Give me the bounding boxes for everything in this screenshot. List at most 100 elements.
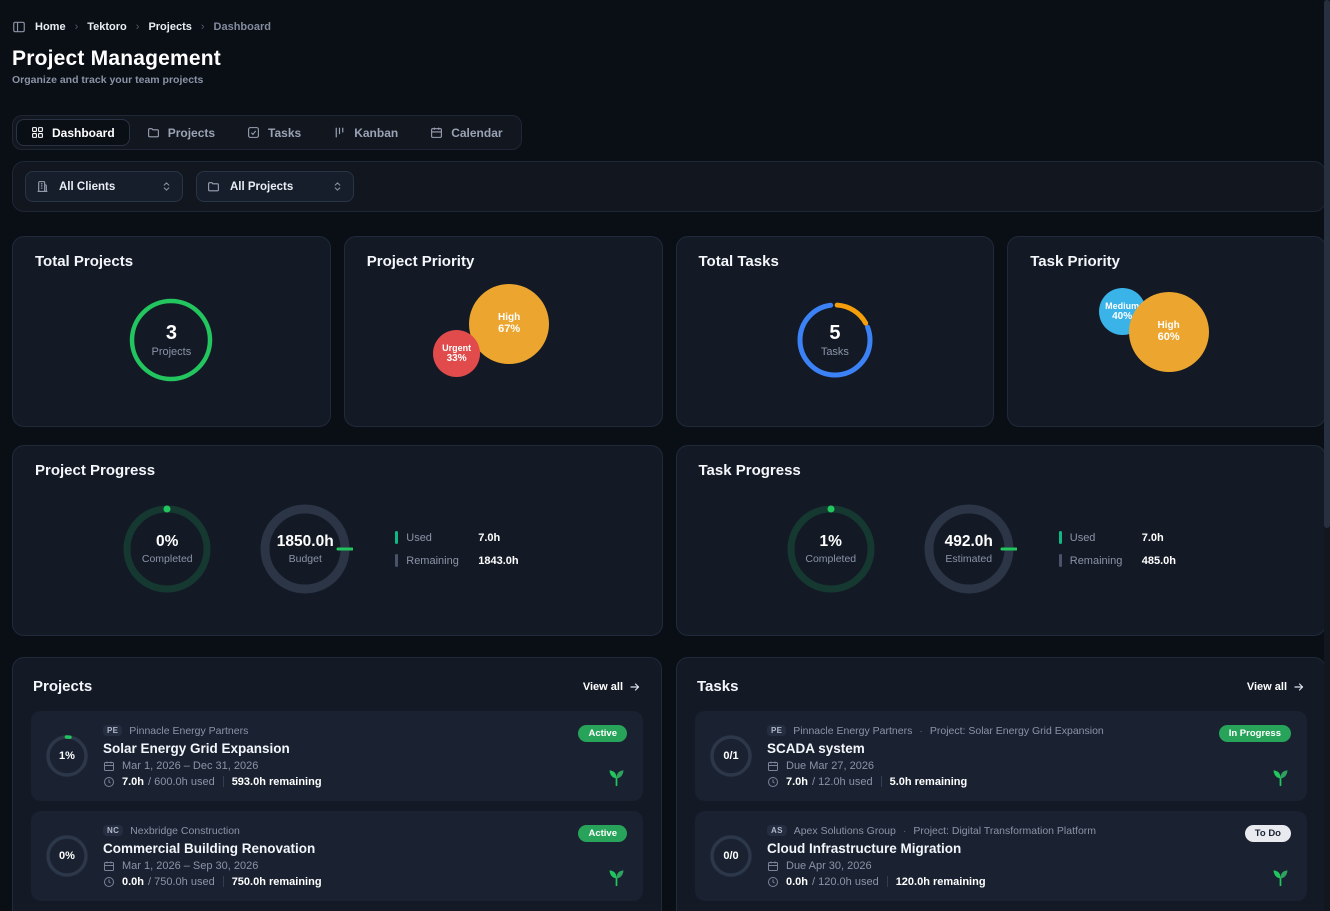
status-badge: To Do	[1245, 825, 1291, 842]
project-dates: Mar 1, 2026 – Sep 30, 2026	[122, 860, 258, 872]
chevrons-up-down-icon	[332, 181, 343, 192]
completed-value: 1%	[820, 533, 842, 551]
breadcrumb: Home Tektoro Projects Dashboard	[12, 20, 1326, 34]
time-tracker-icon[interactable]	[1270, 866, 1291, 887]
tab-dashboard[interactable]: Dashboard	[16, 119, 130, 146]
hours-remaining: 120.0h remaining	[896, 876, 986, 888]
client-initials-chip: AS	[767, 825, 787, 836]
task-progress-ring: 0/0	[709, 834, 753, 878]
breadcrumb-home[interactable]: Home	[35, 21, 66, 33]
task-name[interactable]: SCADA system	[767, 741, 1203, 756]
sidebar-toggle-icon[interactable]	[12, 20, 26, 34]
scrollbar[interactable]	[1324, 0, 1330, 911]
breadcrumb-current: Dashboard	[214, 21, 271, 33]
panel-title: Projects	[33, 678, 92, 695]
status-badge: Active	[578, 725, 627, 742]
page: Home Tektoro Projects Dashboard Project …	[0, 0, 1330, 911]
task-row[interactable]: 0/1 PE Pinnacle Energy Partners Project:…	[695, 711, 1307, 801]
project-progress-value: 0%	[45, 834, 89, 878]
project-row[interactable]: 0% NC Nexbridge Construction Commercial …	[31, 811, 643, 901]
folder-icon	[207, 180, 220, 193]
tab-label: Tasks	[268, 126, 301, 140]
project-filter-select[interactable]: All Projects	[196, 171, 354, 202]
hours-used-detail: / 750.0h used	[148, 876, 215, 888]
project-name[interactable]: Solar Energy Grid Expansion	[103, 741, 562, 756]
tasks-panel: Tasks View all 0/1 PE	[676, 657, 1326, 911]
used-label: Used	[1070, 532, 1142, 544]
remaining-label: Remaining	[1070, 555, 1142, 567]
client-name: Pinnacle Energy Partners	[793, 725, 912, 737]
client-initials-chip: PE	[103, 725, 122, 736]
tab-calendar[interactable]: Calendar	[415, 119, 517, 146]
hours-used-detail: / 600.0h used	[148, 776, 215, 788]
tab-label: Dashboard	[52, 126, 115, 140]
hours-used: 0.0h	[786, 876, 808, 888]
remaining-value: 485.0h	[1142, 555, 1176, 567]
time-tracker-icon[interactable]	[606, 766, 627, 787]
client-filter-select[interactable]: All Clients	[25, 171, 183, 202]
card-title: Project Progress	[35, 462, 640, 479]
task-row[interactable]: 0/0 AS Apex Solutions Group Project: Dig…	[695, 811, 1307, 901]
used-value: 7.0h	[478, 532, 500, 544]
task-name[interactable]: Cloud Infrastructure Migration	[767, 841, 1229, 856]
status-badge: Active	[578, 825, 627, 842]
project-progress-ring: 0%	[45, 834, 89, 878]
calendar-icon	[767, 760, 779, 772]
total-tasks-ring: 5 Tasks	[795, 300, 875, 380]
tab-bar: Dashboard Projects Tasks Kanban Calendar	[12, 115, 522, 150]
legend-used-row: Used 7.0h	[1059, 531, 1219, 544]
clock-icon	[767, 776, 779, 788]
estimated-value: 492.0h	[945, 533, 993, 551]
card-title: Total Projects	[35, 253, 308, 270]
lists-row: Projects View all 1%	[12, 657, 1326, 911]
card-title: Total Tasks	[699, 253, 972, 270]
remaining-value: 1843.0h	[478, 555, 518, 567]
bubble-label: Medium	[1105, 301, 1139, 311]
legend-used-row: Used 7.0h	[395, 531, 555, 544]
task-due-date: Due Apr 30, 2026	[786, 860, 872, 872]
tab-kanban[interactable]: Kanban	[318, 119, 413, 146]
tab-label: Kanban	[354, 126, 398, 140]
bubble-pct: 40%	[1112, 311, 1132, 323]
page-subtitle: Organize and track your team projects	[12, 74, 1326, 86]
grid-icon	[31, 126, 44, 139]
project-progress-legend: Used 7.0h Remaining 1843.0h	[395, 531, 555, 567]
task-progress-legend: Used 7.0h Remaining 485.0h	[1059, 531, 1219, 567]
used-bullet-icon	[1059, 531, 1062, 544]
chevrons-up-down-icon	[161, 181, 172, 192]
view-all-tasks-link[interactable]: View all	[1247, 681, 1305, 693]
project-priority-card: Project Priority High 67% Urgent 33%	[344, 236, 663, 427]
time-tracker-icon[interactable]	[1270, 766, 1291, 787]
task-estimated-donut: 492.0h Estimated	[921, 501, 1017, 597]
task-progress-card: Task Progress 1% Completed	[676, 445, 1327, 636]
project-progress-value: 1%	[45, 734, 89, 778]
view-all-label: View all	[583, 681, 623, 693]
view-all-projects-link[interactable]: View all	[583, 681, 641, 693]
divider	[881, 776, 882, 787]
breadcrumb-workspace[interactable]: Tektoro	[87, 21, 127, 33]
breadcrumb-separator	[75, 21, 79, 33]
time-tracker-icon[interactable]	[606, 866, 627, 887]
bubble-label: High	[498, 312, 520, 324]
folder-icon	[147, 126, 160, 139]
used-value: 7.0h	[1142, 532, 1164, 544]
total-tasks-card: Total Tasks 5 Tasks	[676, 236, 995, 427]
project-row[interactable]: 1% PE Pinnacle Energy Partners Solar Ene…	[31, 711, 643, 801]
task-completed-donut: 1% Completed	[783, 501, 879, 597]
panel-title: Tasks	[697, 678, 738, 695]
project-progress-card: Project Progress 0% Completed	[12, 445, 663, 636]
hours-used-detail: / 12.0h used	[812, 776, 873, 788]
status-badge: In Progress	[1219, 725, 1291, 742]
total-projects-ring: 3 Projects	[128, 297, 214, 383]
project-name[interactable]: Commercial Building Renovation	[103, 841, 562, 856]
breadcrumb-projects[interactable]: Projects	[148, 21, 191, 33]
calendar-icon	[103, 760, 115, 772]
legend-remaining-row: Remaining 485.0h	[1059, 554, 1219, 567]
hours-used: 7.0h	[122, 776, 144, 788]
calendar-icon	[103, 860, 115, 872]
tab-tasks[interactable]: Tasks	[232, 119, 316, 146]
completed-label: Completed	[142, 553, 193, 565]
stats-row: Total Projects 3 Projects Project Priori…	[12, 236, 1326, 427]
tab-projects[interactable]: Projects	[132, 119, 230, 146]
scrollbar-thumb[interactable]	[1324, 0, 1330, 528]
